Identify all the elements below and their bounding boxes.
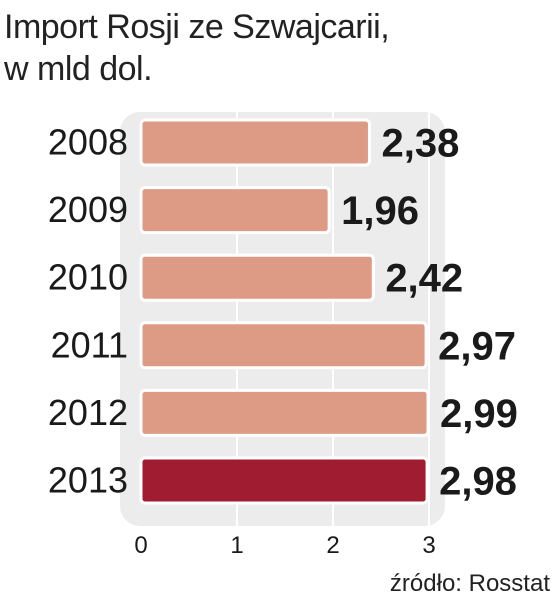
category-label-2013: 2013 — [48, 460, 128, 501]
category-label-2009: 2009 — [48, 189, 128, 230]
value-label-2010: 2,42 — [385, 257, 463, 301]
bar-2012 — [139, 388, 430, 437]
chart-title-line-1: Import Rosji ze Szwajcarii, — [4, 8, 390, 46]
x-tick-label-2: 2 — [326, 532, 339, 559]
x-tick-label-3: 3 — [422, 532, 435, 559]
bar-2009 — [139, 186, 331, 235]
bar-2013 — [139, 456, 429, 505]
source-note: źródło: Rosstat — [389, 570, 550, 597]
category-label-2008: 2008 — [48, 122, 128, 163]
x-tick-label-0: 0 — [134, 532, 147, 559]
x-tick-label-1: 1 — [230, 532, 243, 559]
value-label-2012: 2,99 — [440, 392, 518, 436]
chart-title: Import Rosji ze Szwajcarii, w mld dol. — [4, 6, 544, 90]
value-label-2008: 2,38 — [381, 122, 459, 166]
value-label-2009: 1,96 — [341, 189, 419, 233]
chart-title-line-2: w mld dol. — [4, 50, 153, 88]
category-label-2010: 2010 — [48, 257, 128, 298]
category-label-2012: 2012 — [48, 392, 128, 433]
category-label-2011: 2011 — [51, 324, 128, 365]
value-label-2011: 2,97 — [438, 324, 516, 368]
value-label-2013: 2,98 — [439, 460, 517, 504]
bar-2010 — [139, 253, 375, 302]
bar-2011 — [139, 321, 428, 370]
bar-2008 — [139, 118, 371, 167]
